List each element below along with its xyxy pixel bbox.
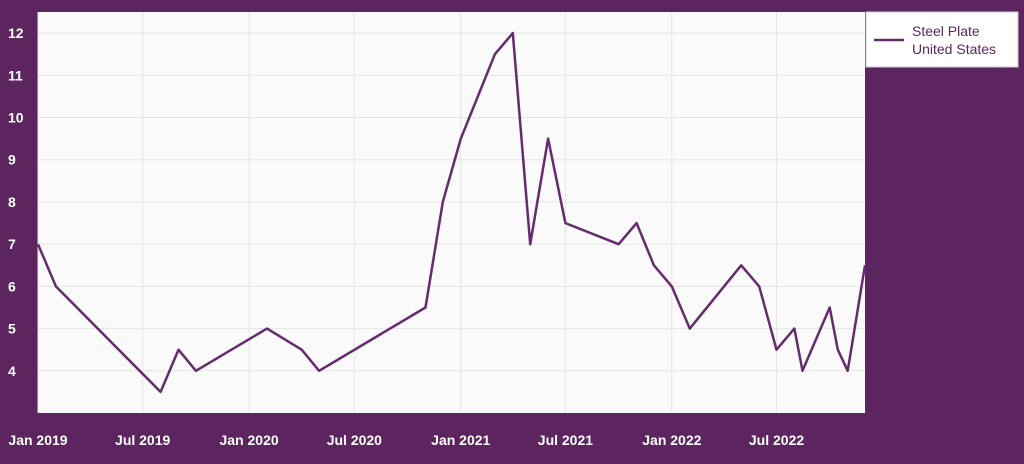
- legend-box: [865, 11, 1019, 68]
- x-tick-label: Jan 2021: [431, 432, 490, 448]
- legend-label: United States: [912, 41, 996, 57]
- series-line: [36, 31, 867, 394]
- x-tick-label: Jan 2019: [8, 432, 67, 448]
- legend[interactable]: Steel Plate United States: [865, 11, 1019, 68]
- y-tick-label: 9: [8, 152, 16, 168]
- y-tick-label: 5: [8, 321, 16, 337]
- y-tick-label: 12: [8, 25, 24, 41]
- x-tick-label: Jul 2021: [538, 432, 593, 448]
- y-tick-label: 11: [8, 67, 23, 83]
- plot-area: [38, 12, 865, 413]
- y-tick-label: 8: [8, 194, 16, 210]
- x-tick-label: Jul 2019: [115, 432, 170, 448]
- x-axis-ticks: Jan 2019 Jul 2019 Jan 2020 Jul 2020 Jan 2021…: [8, 432, 804, 448]
- legend-label: Steel Plate: [912, 23, 980, 39]
- y-tick-label: 4: [8, 363, 16, 379]
- y-axis-ticks: 4 5 6 7 8 9 10 11 12: [8, 25, 24, 379]
- y-tick-label: 6: [8, 278, 16, 294]
- x-tick-label: Jul 2022: [749, 432, 804, 448]
- x-tick-label: Jan 2020: [220, 432, 279, 448]
- grid-lines: [37, 12, 865, 413]
- y-tick-label: 10: [8, 110, 24, 126]
- x-tick-label: Jul 2020: [327, 432, 382, 448]
- series-layer: [36, 31, 867, 394]
- x-tick-label: Jan 2022: [642, 432, 701, 448]
- y-tick-label: 7: [8, 236, 16, 252]
